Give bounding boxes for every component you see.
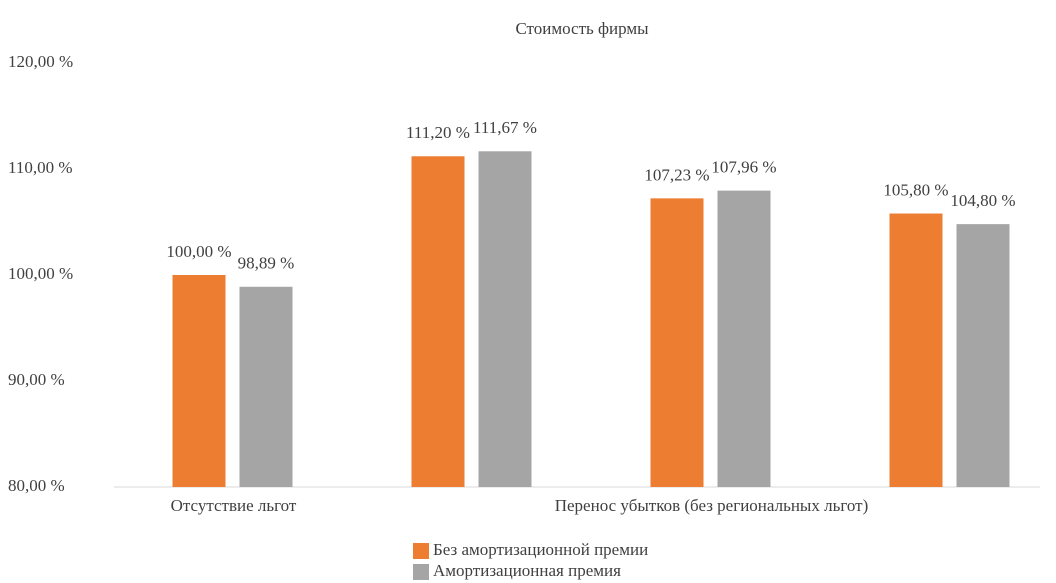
legend-swatch (413, 543, 429, 559)
value-label: 111,67 % (473, 118, 537, 137)
bar (650, 198, 704, 487)
y-tick-label: 110,00 % (8, 158, 73, 177)
legend-swatch (413, 564, 429, 580)
y-tick-label: 80,00 % (8, 476, 65, 495)
y-tick-label: 120,00 % (8, 52, 73, 71)
bar (411, 156, 465, 487)
value-label: 111,20 % (406, 123, 470, 142)
value-label: 107,23 % (644, 165, 709, 184)
bar (478, 151, 532, 487)
value-label: 100,00 % (166, 242, 231, 261)
y-tick-label: 90,00 % (8, 370, 65, 389)
chart-title: Стоимость фирмы (515, 19, 649, 38)
value-label: 104,80 % (950, 191, 1015, 210)
x-tick-label: Отсутствие льгот (171, 496, 297, 515)
x-tick-label: Перенос убытков (без региональных льгот) (555, 496, 869, 515)
legend-label: Амортизационная премия (433, 561, 621, 580)
y-tick-label: 100,00 % (8, 264, 73, 283)
value-label: 98,89 % (238, 254, 295, 273)
bar (717, 190, 771, 487)
value-label: 107,96 % (711, 158, 776, 177)
bar (889, 213, 943, 487)
legend-label: Без амортизационной премии (433, 540, 648, 559)
value-label: 105,80 % (883, 180, 948, 199)
bar (956, 224, 1010, 487)
bar (239, 286, 293, 487)
bar (172, 275, 226, 487)
